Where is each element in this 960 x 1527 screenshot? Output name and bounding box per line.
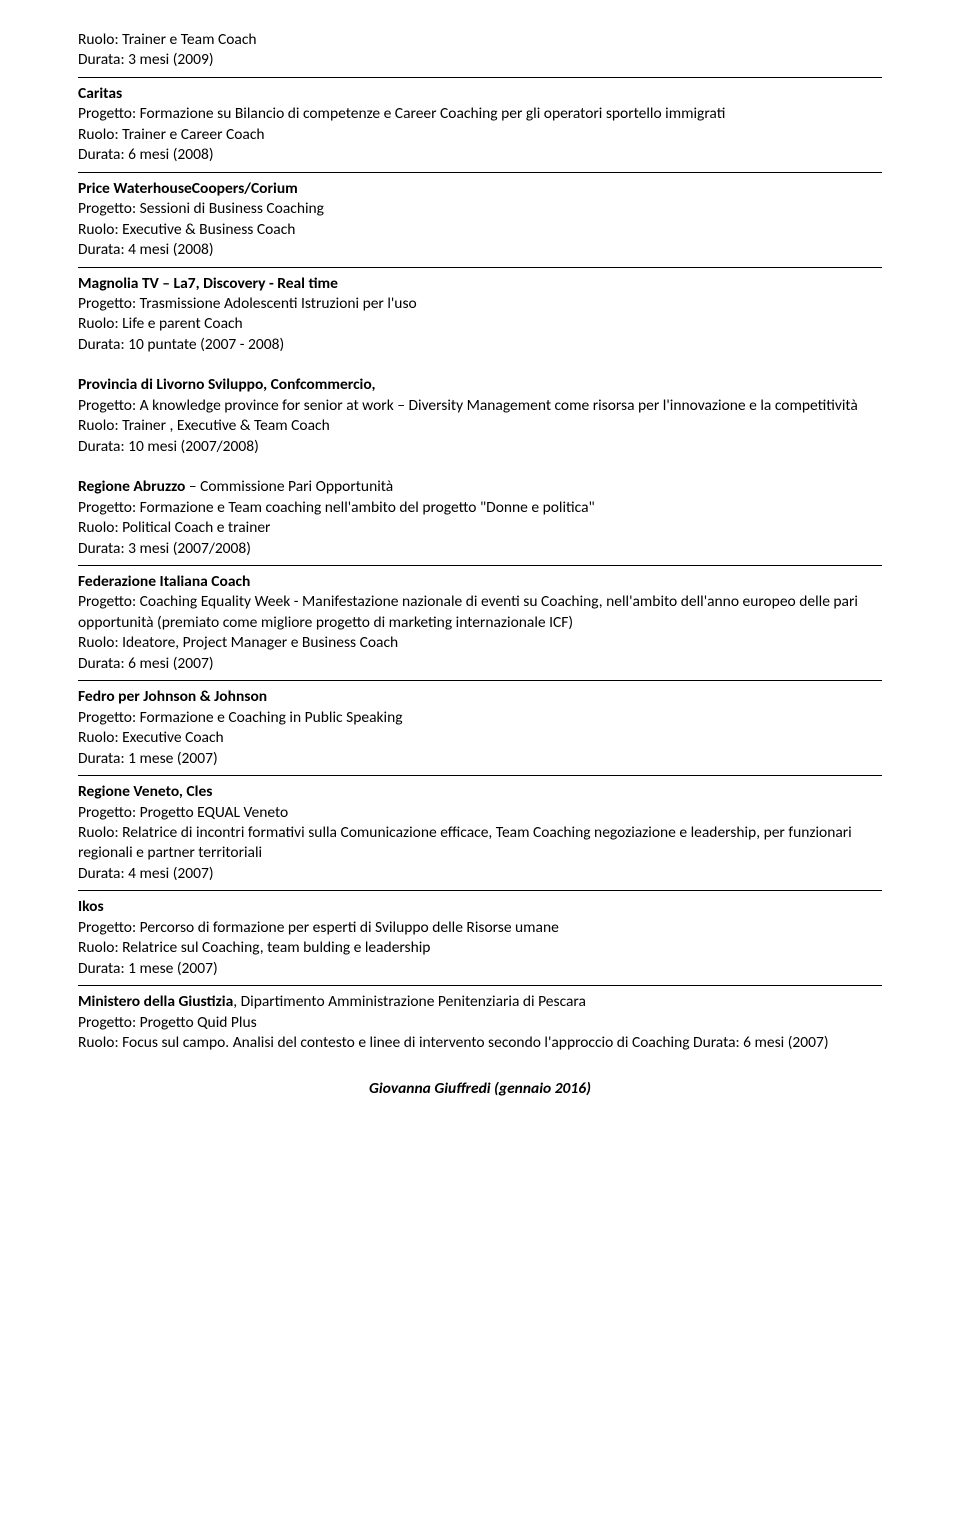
entry-progetto: Progetto: Formazione su Bilancio di comp…: [78, 104, 882, 124]
separator: [78, 890, 882, 891]
entry-durata: Durata: 3 mesi (2007/2008): [78, 539, 882, 559]
entry-progetto: Progetto: Sessioni di Business Coaching: [78, 199, 882, 219]
entry-org: Provincia di Livorno Sviluppo, Confcomme…: [78, 375, 882, 395]
top-entry: Ruolo: Trainer e Team Coach Durata: 3 me…: [78, 30, 882, 71]
entry-org-name: Caritas: [78, 84, 122, 103]
entry-ruolo: Ruolo: Relatrice di incontri formativi s…: [78, 823, 882, 864]
entry-ruolo: Ruolo: Focus sul campo. Analisi del cont…: [78, 1033, 882, 1053]
separator: [78, 680, 882, 681]
entry-progetto: Progetto: Trasmissione Adolescenti Istru…: [78, 294, 882, 314]
entries-list: CaritasProgetto: Formazione su Bilancio …: [78, 77, 882, 1054]
cv-entry: Ikos Progetto: Percorso di formazione per…: [78, 897, 882, 979]
entry-ruolo: Ruolo: Trainer , Executive & Team Coach: [78, 416, 882, 436]
entry-org: Ikos: [78, 897, 882, 917]
separator: [78, 775, 882, 776]
entry-ruolo: Ruolo: Political Coach e trainer: [78, 518, 882, 538]
entry-durata: Durata: 6 mesi (2007): [78, 654, 882, 674]
separator: [78, 77, 882, 78]
entry-durata: Durata: 4 mesi (2007): [78, 864, 882, 884]
entry-org-name: Magnolia TV – La7, Discovery - Real time: [78, 274, 338, 293]
top-durata: Durata: 3 mesi (2009): [78, 50, 882, 70]
entry-progetto: Progetto: Coaching Equality Week - Manif…: [78, 592, 882, 633]
separator: [78, 985, 882, 986]
entry-org-name: Provincia di Livorno Sviluppo, Confcomme…: [78, 375, 375, 394]
entry-org: Magnolia TV – La7, Discovery - Real time: [78, 274, 882, 294]
entry-org-name: Ministero della Giustizia: [78, 992, 233, 1011]
entry-durata: Durata: 10 puntate (2007 - 2008): [78, 335, 882, 355]
cv-entry: Magnolia TV – La7, Discovery - Real time…: [78, 274, 882, 356]
entry-org-suffix: , Dipartimento Amministrazione Penitenzi…: [233, 992, 586, 1011]
entry-org-name: Federazione Italiana Coach: [78, 572, 250, 591]
cv-entry: Price WaterhouseCoopers/CoriumProgetto: …: [78, 179, 882, 261]
entry-org-name: Regione Abruzzo: [78, 477, 185, 496]
entry-ruolo: Ruolo: Ideatore, Project Manager e Busin…: [78, 633, 882, 653]
entry-org: Ministero della Giustizia, Dipartimento …: [78, 992, 882, 1012]
cv-entry: Provincia di Livorno Sviluppo, Confcomme…: [78, 375, 882, 457]
entry-progetto: Progetto: Progetto Quid Plus: [78, 1013, 882, 1033]
cv-entry: Regione Veneto, Cles Progetto: Progetto E…: [78, 782, 882, 884]
separator: [78, 267, 882, 268]
cv-entry: Federazione Italiana CoachProgetto: Coac…: [78, 572, 882, 674]
entry-ruolo: Ruolo: Executive & Business Coach: [78, 220, 882, 240]
entry-ruolo: Ruolo: Trainer e Career Coach: [78, 125, 882, 145]
page-footer: Giovanna Giuffredi (gennaio 2016): [78, 1079, 882, 1099]
entry-progetto: Progetto: A knowledge province for senio…: [78, 396, 882, 416]
entry-ruolo: Ruolo: Life e parent Coach: [78, 314, 882, 334]
entry-progetto: Progetto: Progetto EQUAL Veneto: [78, 803, 882, 823]
entry-org-name: Regione Veneto, Cles: [78, 782, 212, 801]
entry-durata: Durata: 4 mesi (2008): [78, 240, 882, 260]
cv-entry: CaritasProgetto: Formazione su Bilancio …: [78, 84, 882, 166]
entry-org: Fedro per Johnson & Johnson: [78, 687, 882, 707]
entry-ruolo: Ruolo: Relatrice sul Coaching, team buld…: [78, 938, 882, 958]
cv-entry: Regione Abruzzo – Commissione Pari Oppor…: [78, 477, 882, 559]
entry-durata: Durata: 6 mesi (2008): [78, 145, 882, 165]
separator: [78, 172, 882, 173]
entry-org: Caritas: [78, 84, 882, 104]
cv-entry: Ministero della Giustizia, Dipartimento …: [78, 992, 882, 1053]
entry-org-suffix: – Commissione Pari Opportunità: [185, 477, 393, 496]
entry-progetto: Progetto: Percorso di formazione per esp…: [78, 918, 882, 938]
entry-org: Regione Abruzzo – Commissione Pari Oppor…: [78, 477, 882, 497]
cv-entry: Fedro per Johnson & Johnson Progetto: For…: [78, 687, 882, 769]
entry-durata: Durata: 10 mesi (2007/2008): [78, 437, 882, 457]
entry-org: Price WaterhouseCoopers/Corium: [78, 179, 882, 199]
entry-progetto: Progetto: Formazione e Team coaching nel…: [78, 498, 882, 518]
entry-org-name: Price WaterhouseCoopers/Corium: [78, 179, 298, 198]
entry-org: Federazione Italiana Coach: [78, 572, 882, 592]
entry-org: Regione Veneto, Cles: [78, 782, 882, 802]
top-ruolo: Ruolo: Trainer e Team Coach: [78, 30, 882, 50]
entry-durata: Durata: 1 mese (2007): [78, 749, 882, 769]
entry-durata: Durata: 1 mese (2007): [78, 959, 882, 979]
entry-ruolo: Ruolo: Executive Coach: [78, 728, 882, 748]
separator: [78, 565, 882, 566]
entry-org-name: Ikos: [78, 897, 104, 916]
entry-org-name: Fedro per Johnson & Johnson: [78, 687, 267, 706]
entry-progetto: Progetto: Formazione e Coaching in Publi…: [78, 708, 882, 728]
